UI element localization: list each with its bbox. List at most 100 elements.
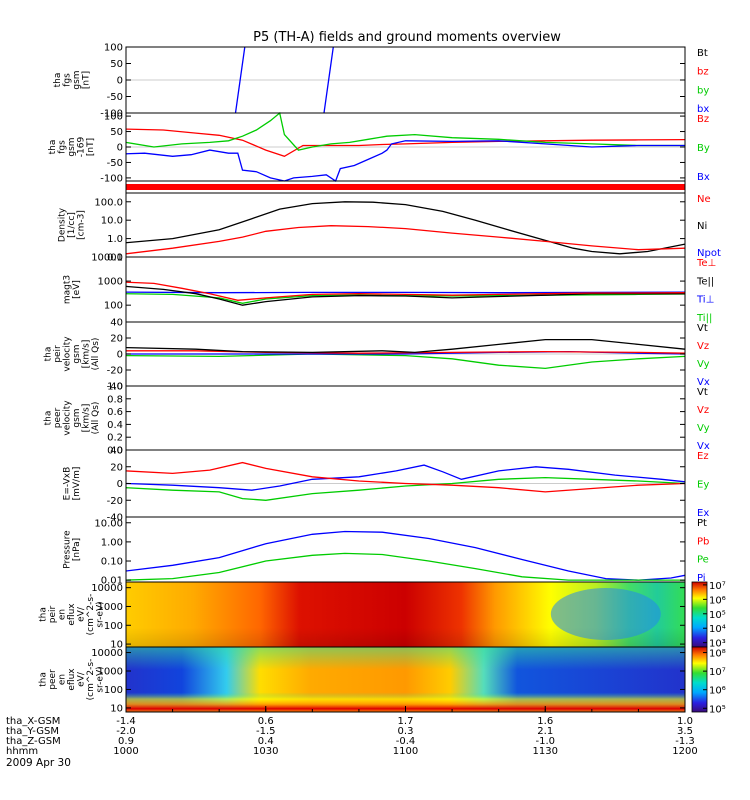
colorbar-peer_en bbox=[691, 646, 708, 713]
ylabel-peer_vel: gsm bbox=[72, 408, 82, 427]
ytick-label-fgs: 50 bbox=[110, 59, 123, 70]
ytick-label-temp: 10000 bbox=[91, 253, 123, 264]
legend-temp-Te||: Te|| bbox=[696, 276, 714, 287]
ytick-label-efield: -20 bbox=[107, 496, 123, 507]
ytick-label-peer_en: 100 bbox=[104, 685, 123, 696]
series-density-Ni bbox=[125, 201, 686, 255]
legend-density-Ne: Ne bbox=[697, 194, 711, 205]
ytick-label-peir_vel: 20 bbox=[110, 334, 123, 345]
legend-fgl-By: By bbox=[697, 143, 710, 154]
series-temp-Te|| bbox=[125, 285, 685, 306]
ylabel-fgl: tha bbox=[48, 140, 58, 155]
ytick-label-peir_en: 10 bbox=[110, 640, 123, 651]
colorbar-label-peir_en: 10⁶ bbox=[709, 595, 726, 606]
ytick-label-density: 10.0 bbox=[101, 216, 123, 227]
legend-pressure-Pt: Pt bbox=[697, 518, 707, 529]
panel-peir_vel: 40 20 0 -20 -40 tha peir velocity gsm [km/s] (All … bbox=[43, 318, 710, 393]
legend-density-Npot: Npot bbox=[697, 248, 721, 259]
x-axis: tha_X-GSM -1.4 0.6 1.7 1.6 1.0 tha_Y-GSM -2.0 -1… bbox=[6, 706, 698, 757]
ylabel-fgs: gsm bbox=[72, 70, 82, 89]
peir-low-flux-patch bbox=[550, 588, 661, 640]
ytick-label-peir_vel: -40 bbox=[107, 382, 123, 393]
xaxis-value: 1.6 bbox=[537, 716, 553, 727]
ylabel-temp: [eV] bbox=[72, 280, 82, 299]
series-peir_vel-Vz bbox=[126, 350, 686, 354]
date-label: 2009 Apr 30 bbox=[6, 757, 71, 769]
ylabel-efield: [mV/m] bbox=[72, 467, 82, 501]
ylabel-density: [cm-3] bbox=[77, 210, 87, 240]
ylabel-peir_en: tha bbox=[39, 607, 49, 622]
xaxis-row-label: tha_X-GSM bbox=[6, 716, 60, 727]
legend-temp-Ti⊥: Ti⊥ bbox=[696, 295, 714, 306]
colorbar-label-peer_en: 10⁷ bbox=[709, 667, 726, 678]
xaxis-value: 1030 bbox=[253, 746, 278, 757]
xaxis-value: 1000 bbox=[113, 746, 138, 757]
ytick-label-fgl: 50 bbox=[110, 127, 123, 138]
ytick-label-fgl: -100 bbox=[100, 173, 123, 184]
ytick-label-pressure: 0.01 bbox=[101, 576, 123, 587]
ytick-label-peir_vel: 40 bbox=[110, 318, 123, 329]
series-temp-Ti|| bbox=[125, 293, 686, 304]
colorbar-label-peer_en: 10⁶ bbox=[709, 686, 726, 697]
legend-density-Ni: Ni bbox=[697, 221, 707, 232]
ytick-label-efield: -40 bbox=[107, 513, 123, 524]
xaxis-value: 2.1 bbox=[537, 726, 553, 737]
xaxis-value: 1130 bbox=[533, 746, 558, 757]
xaxis-value: -2.0 bbox=[116, 726, 136, 737]
ylabel-peir_en: peir bbox=[48, 605, 58, 623]
ylabel-fgl: gsm bbox=[67, 137, 77, 156]
series-efield-Ey bbox=[125, 476, 686, 501]
series-fgs-bx2 bbox=[323, 46, 334, 114]
frame-peer_vel bbox=[125, 385, 686, 451]
ytick-label-fgl: 0 bbox=[117, 143, 123, 154]
ytick-label-fgs: -100 bbox=[100, 109, 123, 120]
legend-peer_vel-Vx: Vx bbox=[697, 441, 710, 452]
panel-fgl: 100 50 0 -50 -100 tha fgs gsm -169 [nT] Bz By Bx bbox=[48, 112, 710, 185]
panel-strip bbox=[125, 180, 686, 194]
ytick-label-peir_en: 1000 bbox=[98, 602, 123, 613]
colorbar-label-peer_en: 10⁸ bbox=[709, 649, 726, 660]
ylabel-peer_en: en bbox=[58, 674, 68, 685]
xaxis-value: 1.7 bbox=[398, 716, 414, 727]
colorbar-peir_en bbox=[691, 581, 708, 648]
ytick-label-efield: 20 bbox=[110, 462, 123, 473]
ytick-label-fgs: 100 bbox=[104, 43, 123, 54]
xaxis-value: -1.3 bbox=[675, 736, 695, 747]
ytick-label-density: 0.1 bbox=[107, 253, 123, 264]
colorbar-label-peir_en: 10⁴ bbox=[709, 624, 726, 635]
ylabel-peer_en: (cm^2-s- bbox=[86, 659, 96, 701]
panel-density: 100.0 10.0 1.0 0.1 Density [1/cc] [cm-3] Ne Ni Np… bbox=[58, 192, 721, 264]
ytick-label-efield: 0 bbox=[117, 479, 123, 490]
legend-temp-Ti||: Ti|| bbox=[696, 313, 712, 324]
xaxis-value: 0.9 bbox=[118, 736, 134, 747]
legend-efield-Ex: Ex bbox=[697, 508, 709, 519]
ylabel-fgs: fgs bbox=[62, 73, 72, 87]
ylabel-peer_en: peer bbox=[48, 669, 58, 690]
ytick-label-pressure: 10.00 bbox=[94, 518, 123, 529]
ylabel-peer_vel: [km/s] bbox=[81, 404, 91, 433]
frame-pressure bbox=[125, 516, 686, 583]
frame-density bbox=[125, 192, 686, 258]
panel-efield: 40 20 0 -20 -40 E=-VxB [mV/m] Ez Ey Ex bbox=[62, 446, 709, 524]
ylabel-peir_vel: [km/s] bbox=[81, 340, 91, 369]
ylabel-peir_vel: gsm bbox=[72, 344, 82, 363]
ytick-label-peer_en: 10000 bbox=[91, 648, 123, 659]
ytick-label-peer_vel: 0.8 bbox=[107, 394, 123, 405]
ylabel-fgl: fgs bbox=[58, 140, 68, 154]
ylabel-pressure: [nPa] bbox=[72, 538, 82, 561]
ylabel-peer_vel: (All Qs) bbox=[91, 402, 101, 435]
legend-efield-Ey: Ey bbox=[697, 480, 709, 491]
ytick-label-peer_en: 10 bbox=[110, 703, 123, 714]
legend-temp-Te⊥: Te⊥ bbox=[696, 258, 716, 269]
ylabel-efield: E=-VxB bbox=[62, 467, 72, 501]
legend-peer_vel-Vt: Vt bbox=[697, 387, 708, 398]
panel-peir_en: 10000 1000 100 10 tha peir en eflux eV/(cm^2-s-s… bbox=[39, 581, 726, 651]
legend-fgs-Bt: Bt bbox=[697, 48, 708, 59]
ylabel-peir_en: eflux bbox=[67, 603, 77, 626]
ytick-label-pressure: 0.10 bbox=[101, 557, 123, 568]
ylabel-temp: magt3 bbox=[62, 275, 72, 304]
ytick-label-fgl: -50 bbox=[107, 158, 123, 169]
ytick-label-peer_vel: 0.4 bbox=[107, 420, 123, 431]
legend-peir_vel-Vt: Vt bbox=[697, 323, 708, 334]
